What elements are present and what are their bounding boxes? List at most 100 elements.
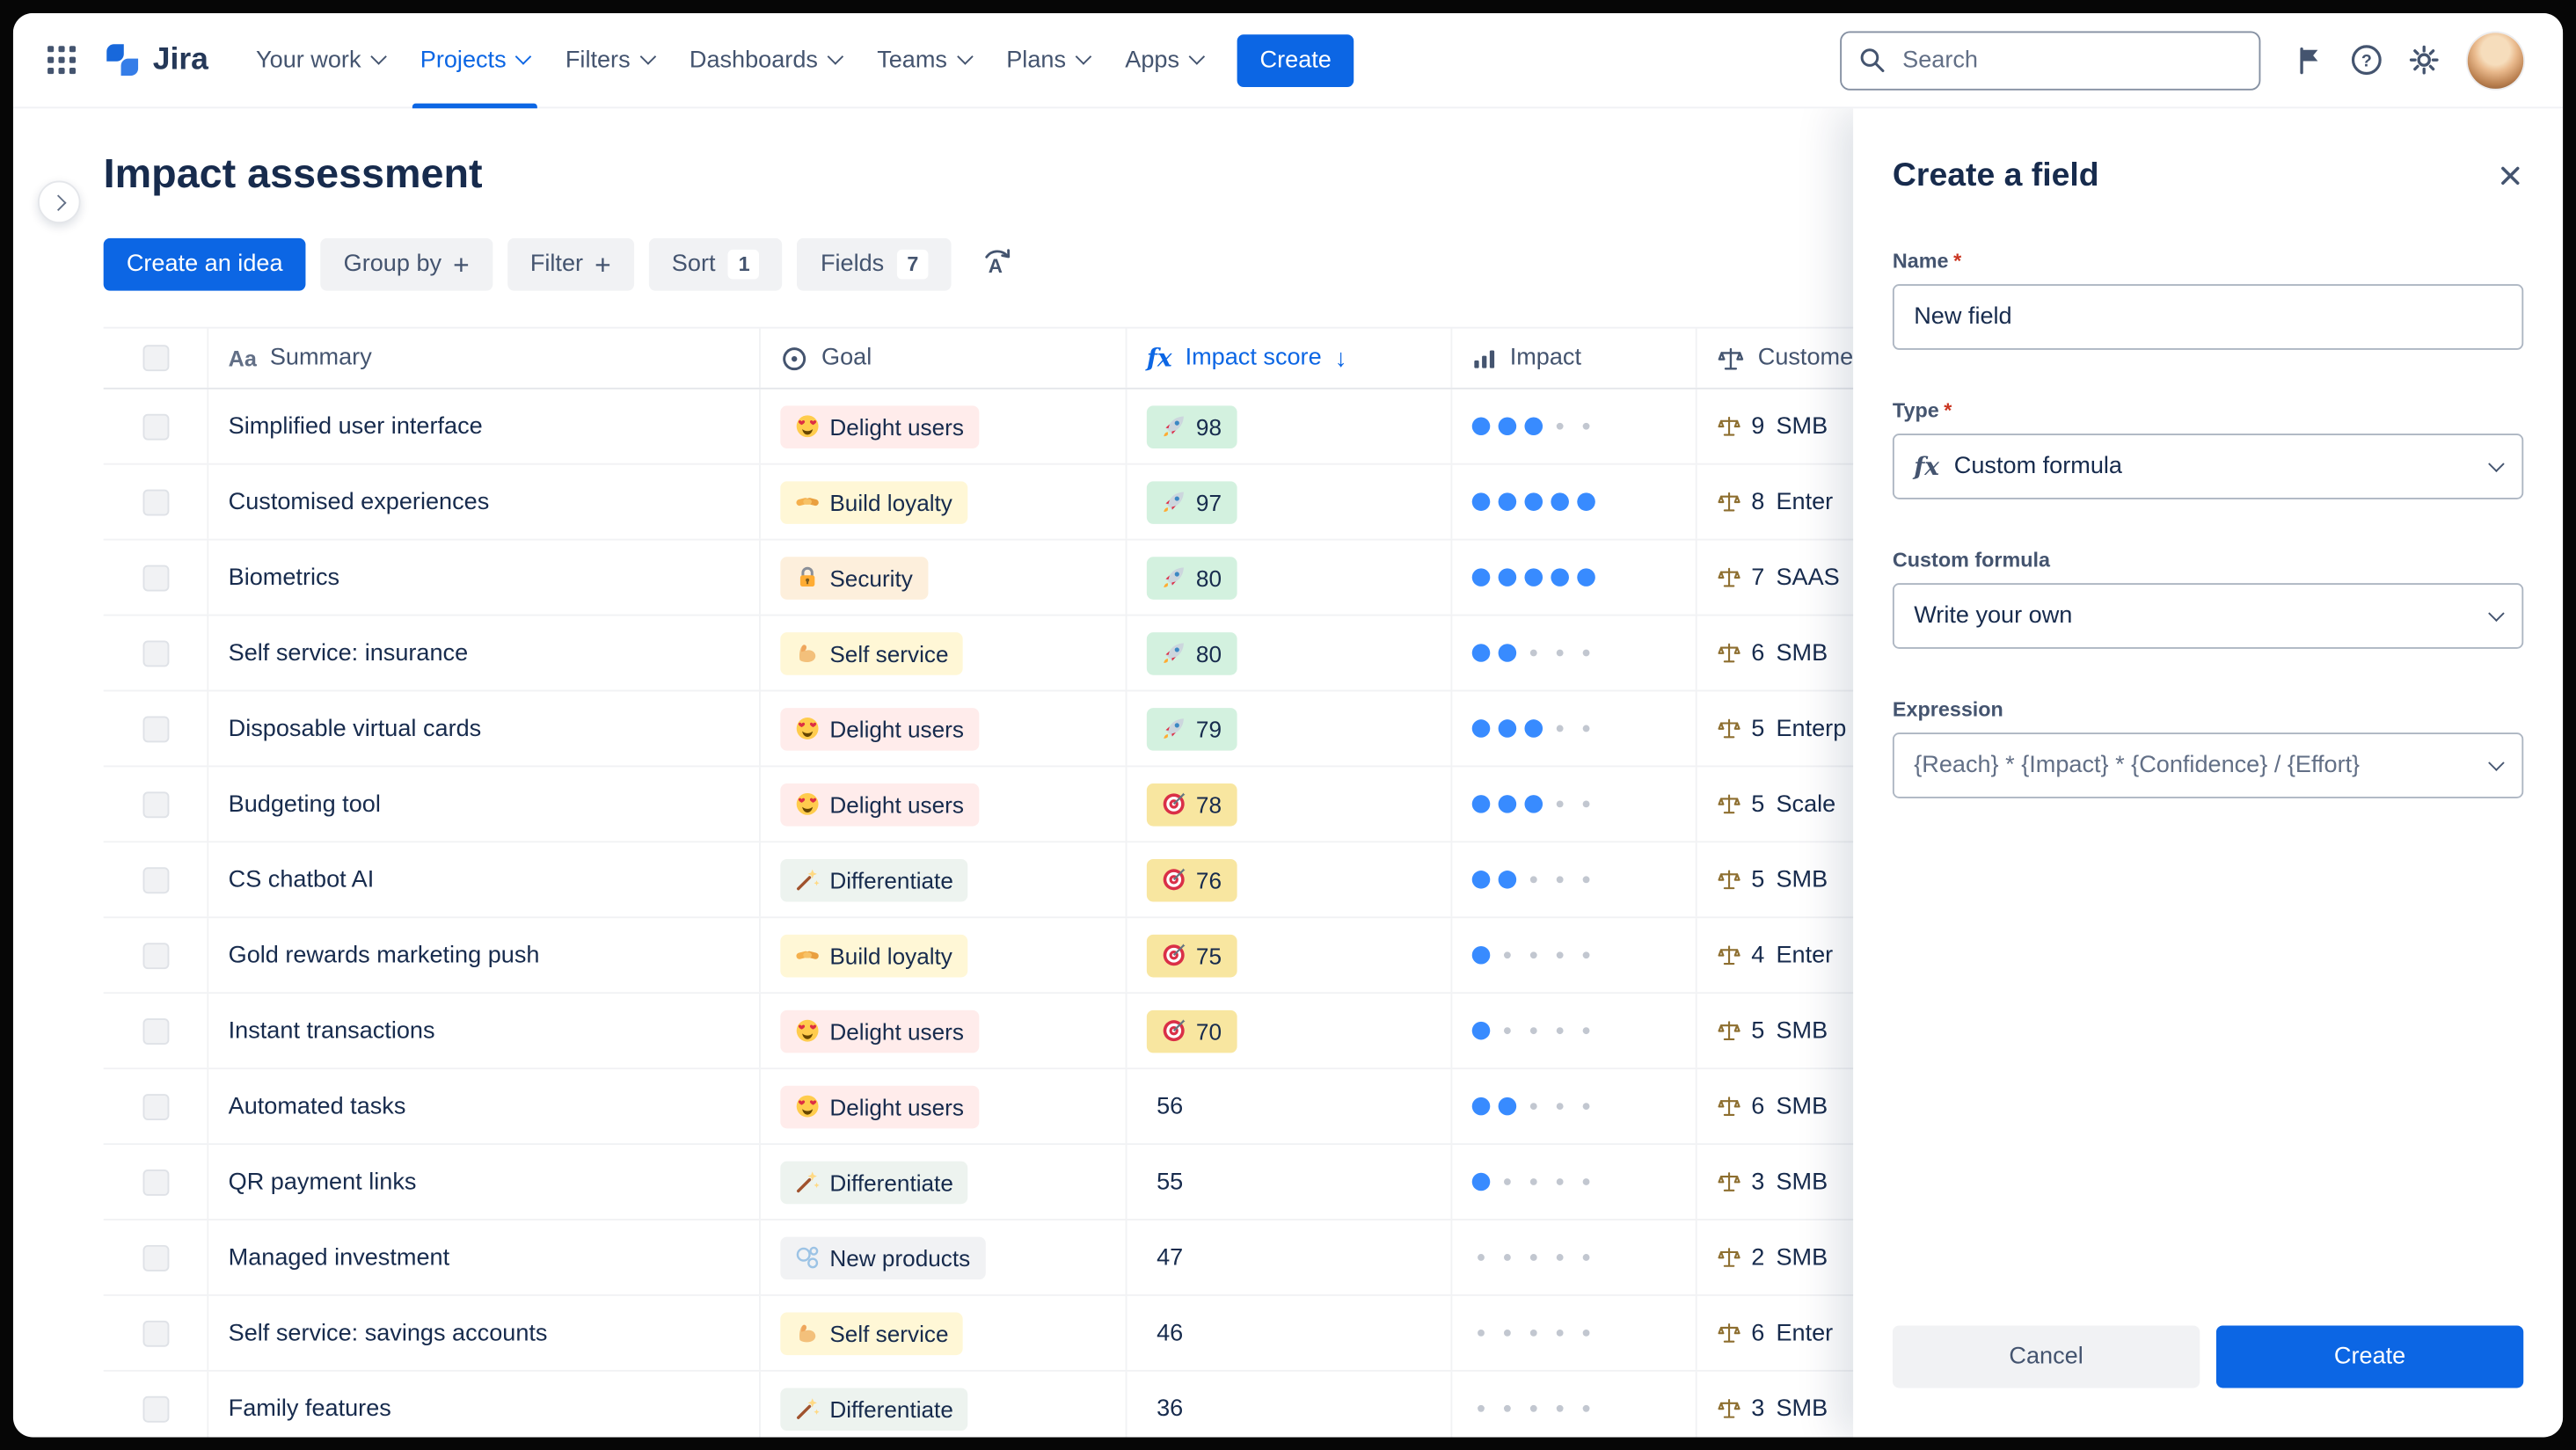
impact-score-value[interactable]: 36 (1157, 1395, 1184, 1422)
goal-chip[interactable]: Security (780, 556, 928, 599)
impact-score-value[interactable]: 46 (1157, 1319, 1184, 1346)
impact-score-chip[interactable]: 75 (1146, 933, 1237, 977)
notifications-icon[interactable] (2287, 37, 2332, 83)
goal-chip[interactable]: Delight users (780, 1084, 979, 1128)
impact-rating[interactable] (1452, 918, 1697, 993)
impact-rating[interactable] (1452, 842, 1697, 917)
customer-segment-cell[interactable]: 3 SMB (1697, 1372, 2042, 1438)
impact-rating[interactable] (1452, 389, 1697, 463)
sidebar-expand-button[interactable] (37, 180, 81, 224)
goal-chip[interactable]: Build loyalty (780, 480, 967, 523)
customer-segment-cell[interactable]: 7 SAAS (1697, 541, 2042, 615)
idea-summary[interactable]: Simplified user interface (208, 389, 761, 463)
impact-rating[interactable] (1452, 1144, 1697, 1220)
row-checkbox[interactable] (142, 1169, 169, 1195)
customer-segment-cell[interactable]: 6 SMB (1697, 1069, 2042, 1143)
impact-score-chip[interactable]: 98 (1146, 404, 1237, 448)
idea-summary[interactable]: Managed investment (208, 1220, 761, 1294)
row-checkbox[interactable] (142, 791, 169, 818)
custom-formula-select[interactable]: Write your own (1892, 583, 2524, 649)
close-icon[interactable] (2491, 156, 2530, 200)
table-row[interactable]: Gold rewards marketing push Build loyalt… (103, 918, 2042, 995)
goal-chip[interactable]: Differentiate (780, 1160, 968, 1204)
impact-score-value[interactable]: 56 (1157, 1093, 1184, 1120)
table-row[interactable]: Self service: savings accounts Self serv… (103, 1295, 2042, 1372)
expression-select[interactable]: {Reach} * {Impact} * {Confidence} / {Eff… (1892, 732, 2524, 798)
row-checkbox[interactable] (142, 488, 169, 515)
sort-button[interactable]: Sort 1 (648, 237, 783, 291)
impact-rating[interactable] (1452, 616, 1697, 690)
search-box[interactable] (1840, 30, 2261, 90)
table-row[interactable]: CS chatbot AI Differentiate 76 5 SMB (103, 842, 2042, 919)
field-type-select[interactable]: fx Custom formula (1892, 434, 2524, 499)
idea-summary[interactable]: Family features (208, 1371, 761, 1438)
impact-rating[interactable] (1452, 767, 1697, 842)
select-all-checkbox[interactable] (142, 345, 169, 372)
impact-score-chip[interactable]: 70 (1146, 1009, 1237, 1053)
nav-plans[interactable]: Plans (989, 13, 1107, 107)
customer-segment-cell[interactable]: 2 SMB (1697, 1220, 2042, 1294)
filter-button[interactable]: Filter + (507, 237, 634, 291)
goal-chip[interactable]: Delight users (780, 707, 979, 750)
row-checkbox[interactable] (142, 715, 169, 742)
impact-rating[interactable] (1452, 994, 1697, 1068)
table-row[interactable]: Biometrics Security 80 7 SAAS (103, 540, 2042, 616)
help-icon[interactable]: ? (2343, 36, 2390, 84)
field-name-input[interactable] (1892, 284, 2524, 350)
goal-chip[interactable]: Delight users (780, 404, 979, 448)
table-row[interactable]: Self service: insurance Self service 80 … (103, 616, 2042, 692)
settings-gear-icon[interactable] (2400, 36, 2448, 84)
idea-summary[interactable]: Gold rewards marketing push (208, 918, 761, 993)
jira-logo[interactable]: Jira (104, 41, 208, 79)
table-row[interactable]: Customised experiences Build loyalty 97 … (103, 464, 2042, 541)
create-field-button[interactable]: Create (2215, 1325, 2524, 1388)
impact-score-chip[interactable]: 79 (1146, 707, 1237, 750)
impact-score-chip[interactable]: 80 (1146, 631, 1237, 674)
table-row[interactable]: Budgeting tool Delight users 78 5 Scale (103, 767, 2042, 843)
customer-segment-cell[interactable]: 5 SMB (1697, 994, 2042, 1067)
row-checkbox[interactable] (142, 1395, 169, 1422)
customer-segment-cell[interactable]: 5 SMB (1697, 842, 2042, 916)
idea-summary[interactable]: Self service: insurance (208, 616, 761, 690)
table-row[interactable]: Disposable virtual cards Delight users 7… (103, 691, 2042, 768)
row-checkbox[interactable] (142, 1319, 169, 1346)
search-input[interactable] (1899, 45, 2243, 75)
goal-chip[interactable]: New products (780, 1235, 986, 1279)
idea-summary[interactable]: Biometrics (208, 540, 761, 615)
goal-chip[interactable]: Self service (780, 631, 964, 674)
impact-rating[interactable] (1452, 1220, 1697, 1294)
fields-button[interactable]: Fields 7 (797, 237, 952, 291)
table-row[interactable]: Managed investment New products 47 2 SMB (103, 1220, 2042, 1296)
customer-segment-cell[interactable]: 5 Scale (1697, 767, 2042, 841)
impact-rating[interactable] (1452, 464, 1697, 539)
impact-score-chip[interactable]: 97 (1146, 480, 1237, 523)
customer-segment-cell[interactable]: 8 Enter (1697, 465, 2042, 539)
nav-your-work[interactable]: Your work (238, 13, 403, 107)
idea-summary[interactable]: Budgeting tool (208, 767, 761, 842)
column-header-customer[interactable]: Custome (1697, 329, 2042, 388)
customer-segment-cell[interactable]: 3 SMB (1697, 1145, 2042, 1219)
goal-chip[interactable]: Differentiate (780, 1387, 968, 1431)
user-avatar[interactable] (2467, 32, 2524, 88)
idea-summary[interactable]: CS chatbot AI (208, 842, 761, 917)
goal-chip[interactable]: Delight users (780, 783, 979, 826)
create-idea-button[interactable]: Create an idea (103, 237, 306, 291)
impact-score-chip[interactable]: 76 (1146, 858, 1237, 901)
idea-summary[interactable]: Disposable virtual cards (208, 691, 761, 766)
group-by-button[interactable]: Group by + (320, 237, 493, 291)
table-row[interactable]: Family features Differentiate 36 3 SMB (104, 1371, 2042, 1438)
idea-summary[interactable]: Automated tasks (208, 1069, 761, 1144)
customer-segment-cell[interactable]: 5 Enterp (1697, 691, 2042, 765)
impact-rating[interactable] (1452, 691, 1697, 766)
row-checkbox[interactable] (142, 1093, 169, 1120)
row-checkbox[interactable] (142, 1244, 169, 1271)
row-checkbox[interactable] (142, 564, 169, 591)
idea-summary[interactable]: QR payment links (208, 1144, 761, 1220)
nav-filters[interactable]: Filters (547, 13, 671, 107)
customer-segment-cell[interactable]: 6 SMB (1697, 616, 2042, 690)
table-row[interactable]: Automated tasks Delight users 56 6 SMB (103, 1069, 2042, 1145)
impact-rating[interactable] (1452, 1371, 1697, 1438)
idea-summary[interactable]: Self service: savings accounts (208, 1295, 761, 1370)
alphabetical-sort-icon[interactable]: A (973, 240, 1022, 289)
